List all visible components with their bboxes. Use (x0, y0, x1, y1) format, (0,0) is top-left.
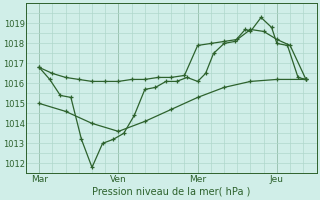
X-axis label: Pression niveau de la mer( hPa ): Pression niveau de la mer( hPa ) (92, 187, 251, 197)
